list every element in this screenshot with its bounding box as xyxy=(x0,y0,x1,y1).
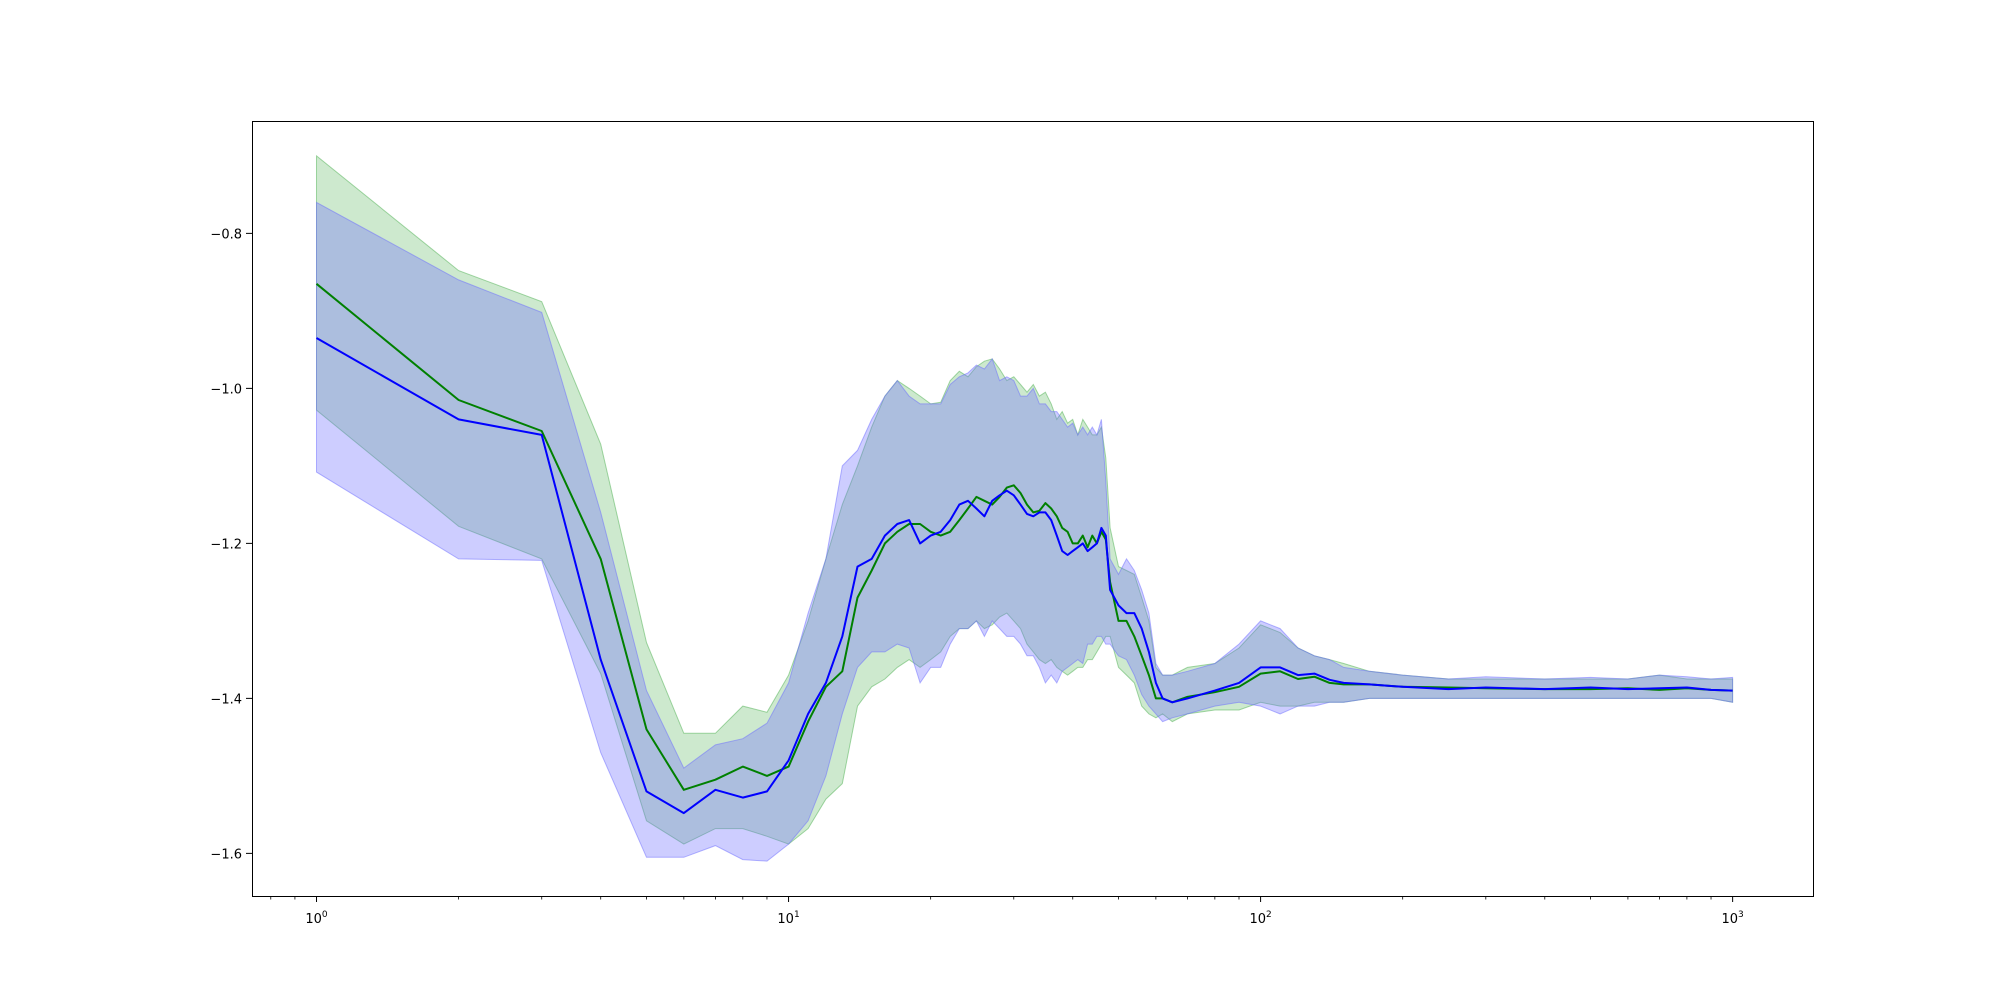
x-tick-exponent: 1 xyxy=(794,910,800,920)
x-axis: 100 101 102 103 xyxy=(270,896,1744,927)
x-tick-base: 10 xyxy=(1249,912,1266,927)
x-tick-exponent: 3 xyxy=(1738,910,1744,920)
x-tick-label: 102 xyxy=(1249,910,1271,927)
x-tick-exponent: 2 xyxy=(1266,910,1272,920)
x-tick-exponent: 0 xyxy=(322,910,328,920)
y-tick-label: −1.4 xyxy=(210,692,242,707)
y-tick-label: −1.2 xyxy=(210,537,242,552)
y-tick-label: −1.6 xyxy=(210,847,242,862)
x-tick-label: 103 xyxy=(1721,910,1743,927)
x-tick-base: 10 xyxy=(777,912,794,927)
x-tick-base: 10 xyxy=(1721,912,1738,927)
x-tick-label: 100 xyxy=(305,910,328,927)
y-tick-label: −1.0 xyxy=(210,382,242,397)
series-2-line xyxy=(316,337,1733,815)
series-2-band xyxy=(316,201,1734,862)
plot-frame xyxy=(252,121,1814,897)
series-1-line xyxy=(315,283,1733,791)
y-tick-label: −0.8 xyxy=(210,227,242,242)
x-tick-base: 10 xyxy=(305,912,322,927)
x-tick-label: 101 xyxy=(777,910,799,927)
plot-area xyxy=(315,154,1734,862)
y-axis: −0.8 −1.0 −1.2 −1.4 −1.6 xyxy=(210,227,252,862)
